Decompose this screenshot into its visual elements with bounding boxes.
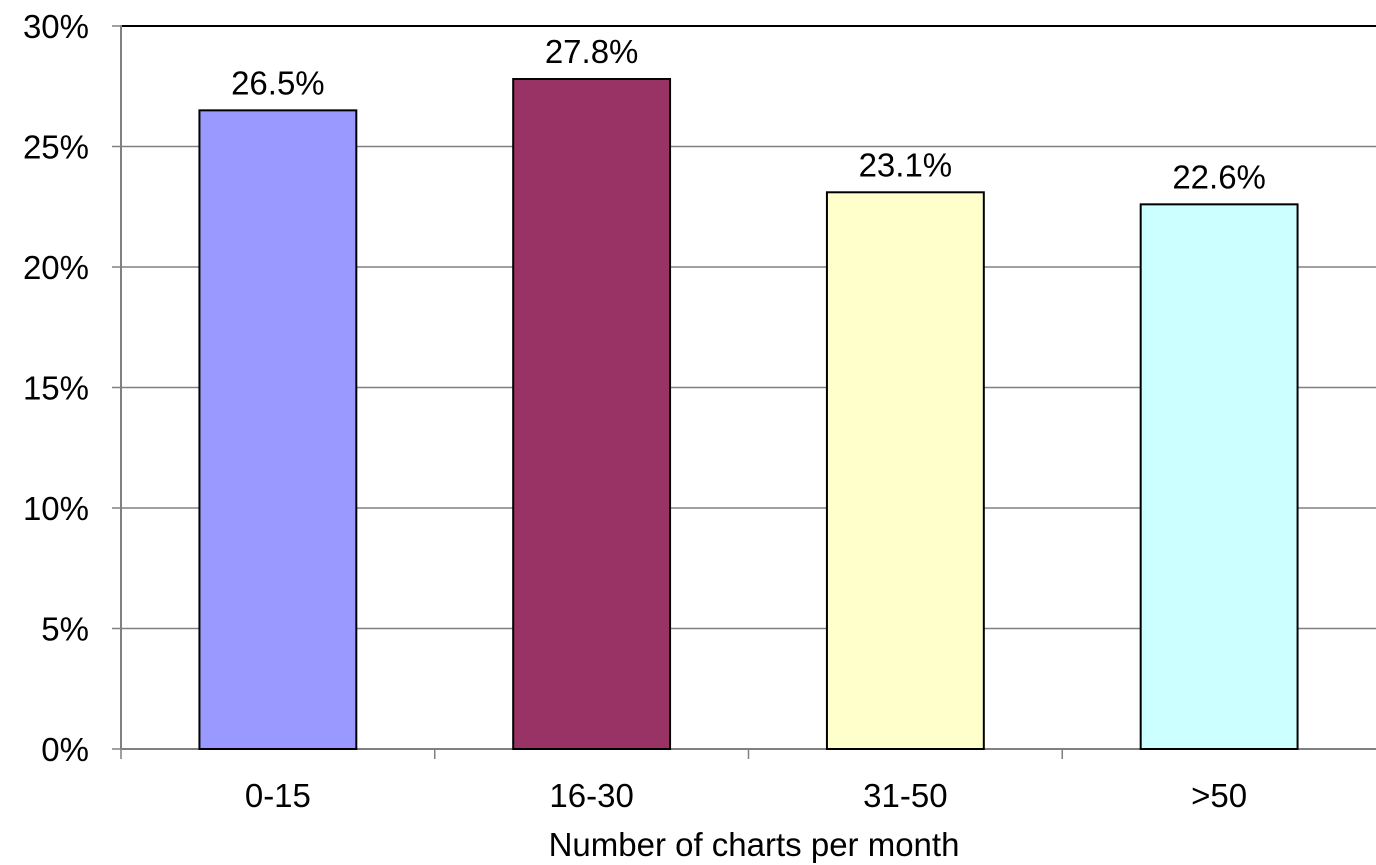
y-tick-label: 10% <box>23 490 89 527</box>
data-label: 26.5% <box>231 64 325 101</box>
bar <box>198 109 358 751</box>
y-tick-label: 5% <box>41 611 89 648</box>
bar <box>825 191 985 751</box>
y-tick-label: 25% <box>23 129 89 166</box>
data-label: 22.6% <box>1172 158 1266 195</box>
data-label: 27.8% <box>545 33 639 70</box>
data-label: 23.1% <box>859 146 953 183</box>
labels: 0% 5% 10% 15% 20% 25% 30% 26.5% 0-15 27.8% 16-30 23… <box>23 8 1266 814</box>
bar <box>1139 203 1299 750</box>
x-tick-label: >50 <box>1191 777 1247 814</box>
x-tick-label: 0-15 <box>245 777 311 814</box>
bar <box>512 78 672 750</box>
bars <box>198 78 1299 751</box>
x-tick-label: 31-50 <box>863 777 947 814</box>
x-tick-label: 16-30 <box>549 777 633 814</box>
y-tick-label: 30% <box>23 8 89 45</box>
y-tick-label: 0% <box>41 731 89 768</box>
y-tick-label: 15% <box>23 370 89 407</box>
x-axis-title: Number of charts per month <box>549 826 960 863</box>
y-tick-label: 20% <box>23 249 89 286</box>
